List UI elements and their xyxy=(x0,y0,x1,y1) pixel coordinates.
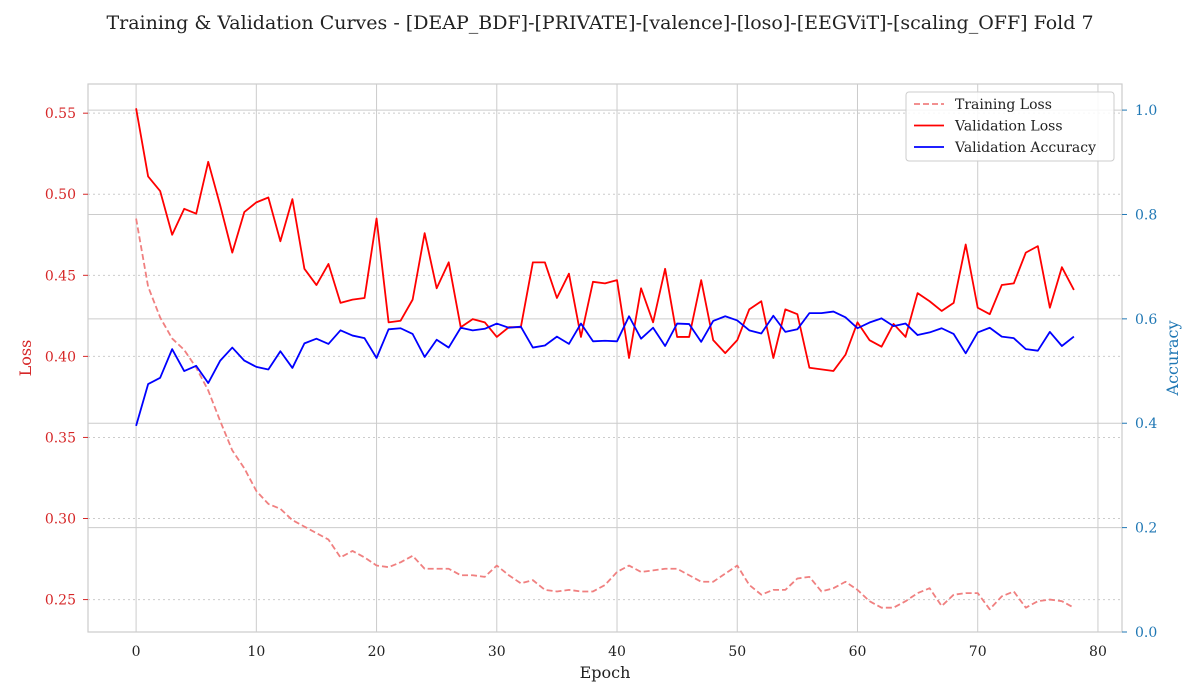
validation-loss-line xyxy=(135,108,1075,372)
legend-item-validation-accuracy: Validation Accuracy xyxy=(954,140,1096,156)
plot-frame xyxy=(87,83,1123,633)
right-y-tick-label: 0.4 xyxy=(1135,416,1157,432)
left-y-tick-label: 0.55 xyxy=(45,106,76,122)
x-tick-label: 60 xyxy=(849,644,867,660)
left-y-axis-label: Loss xyxy=(16,340,35,377)
left-y-tick-label: 0.45 xyxy=(45,268,76,284)
left-y-tick-label: 0.40 xyxy=(45,349,76,365)
chart-title: Training & Validation Curves - [DEAP_BDF… xyxy=(106,12,1093,34)
right-y-tick-label: 1.0 xyxy=(1135,103,1157,119)
x-axis-ticks: 0 10 20 30 40 50 60 70 80 xyxy=(132,644,1107,660)
left-y-tick-label: 0.35 xyxy=(45,430,76,446)
legend: Training Loss Validation Loss Validation A… xyxy=(905,91,1115,162)
x-tick-label: 80 xyxy=(1089,644,1107,660)
right-y-tick-label: 0.0 xyxy=(1135,625,1157,641)
training-loss-line xyxy=(135,218,1075,611)
left-y-axis-ticks: 0.25 0.30 0.35 0.40 0.45 0.50 0.55 xyxy=(45,106,88,609)
legend-item-training-loss: Training Loss xyxy=(955,97,1052,113)
x-tick-label: 0 xyxy=(132,644,141,660)
x-tick-label: 50 xyxy=(728,644,746,660)
left-y-tick-label: 0.50 xyxy=(45,187,76,203)
x-tick-label: 10 xyxy=(247,644,265,660)
right-y-tick-label: 0.8 xyxy=(1135,207,1157,223)
left-y-tick-label: 0.25 xyxy=(45,593,76,609)
right-y-tick-label: 0.6 xyxy=(1135,312,1157,328)
legend-box xyxy=(905,91,1115,162)
x-tick-label: 40 xyxy=(608,644,626,660)
x-axis-label: Epoch xyxy=(580,663,631,682)
validation-accuracy-line xyxy=(135,310,1075,427)
right-y-axis-ticks: 0.0 0.2 0.4 0.6 0.8 1.0 xyxy=(1122,103,1157,641)
grid-layer xyxy=(88,84,1122,633)
legend-item-validation-loss: Validation Loss xyxy=(954,119,1063,135)
x-tick-label: 20 xyxy=(368,644,386,660)
series-layer xyxy=(135,108,1075,611)
right-y-axis-label: Accuracy xyxy=(1163,321,1182,397)
left-y-tick-label: 0.30 xyxy=(45,512,76,528)
right-y-tick-label: 0.2 xyxy=(1135,521,1157,537)
x-tick-label: 70 xyxy=(969,644,987,660)
x-tick-label: 30 xyxy=(488,644,506,660)
